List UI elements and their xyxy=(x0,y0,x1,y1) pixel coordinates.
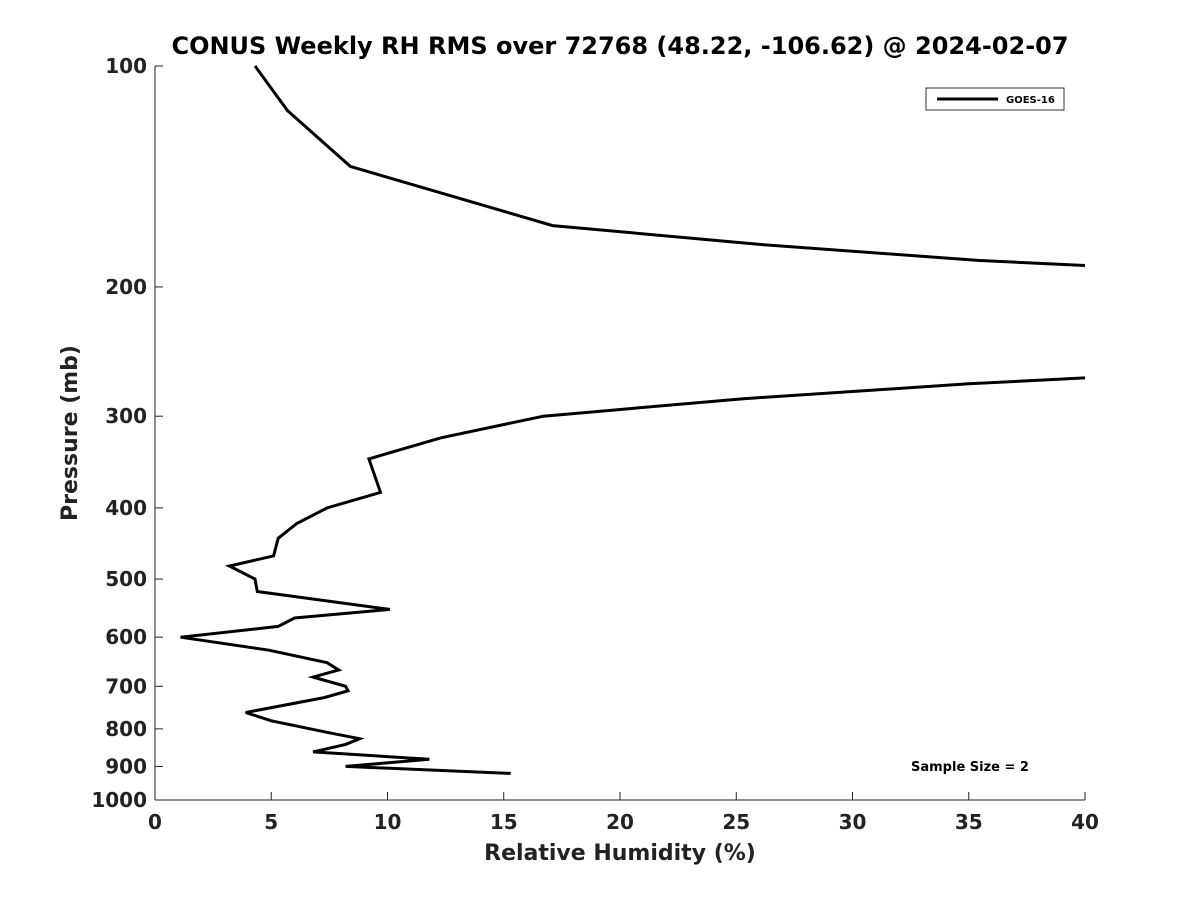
x-tick-label: 40 xyxy=(1071,810,1099,834)
y-tick-label: 500 xyxy=(105,567,147,591)
y-tick-label: 100 xyxy=(105,54,147,78)
y-axis-ticks: 100 200 300 400 500 600 700 800 900 1000 xyxy=(91,54,163,812)
chart-title: CONUS Weekly RH RMS over 72768 (48.22, -… xyxy=(171,32,1068,60)
y-tick-label: 700 xyxy=(105,674,147,698)
sample-size-annotation: Sample Size = 2 xyxy=(911,760,1029,775)
x-tick-label: 25 xyxy=(722,810,750,834)
y-tick-label: 900 xyxy=(105,754,147,778)
legend-label-goes16: GOES-16 xyxy=(1006,95,1055,106)
y-tick-label: 1000 xyxy=(91,788,147,812)
series-line-goes16 xyxy=(253,65,1086,267)
plot-area xyxy=(155,66,1085,800)
x-tick-label: 5 xyxy=(264,810,278,834)
y-tick-label: 800 xyxy=(105,717,147,741)
y-tick-label: 200 xyxy=(105,275,147,299)
x-tick-label: 15 xyxy=(490,810,518,834)
x-tick-label: 10 xyxy=(374,810,402,834)
series-line-goes16 xyxy=(180,376,1086,775)
x-axis-label: Relative Humidity (%) xyxy=(484,841,756,866)
series-layer xyxy=(180,65,1086,775)
y-axis-label: Pressure (mb) xyxy=(58,345,83,521)
y-tick-label: 600 xyxy=(105,625,147,649)
y-tick-label: 300 xyxy=(105,404,147,428)
legend: GOES-16 xyxy=(925,87,1065,111)
y-tick-label: 400 xyxy=(105,496,147,520)
x-tick-label: 20 xyxy=(606,810,634,834)
x-tick-label: 0 xyxy=(148,810,162,834)
x-tick-label: 30 xyxy=(839,810,867,834)
x-axis-ticks: 0 5 10 15 20 25 30 35 40 xyxy=(148,792,1099,834)
x-tick-label: 35 xyxy=(955,810,983,834)
